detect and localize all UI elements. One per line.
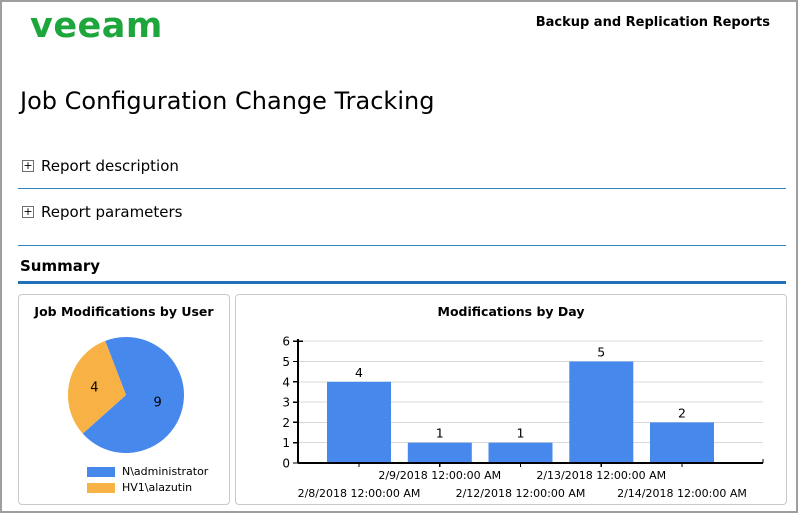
bar-chart-panel: Modifications by Day 0 1 2 3 4 5 6 4 2/8/2018 12… — [235, 294, 787, 505]
pie-slice — [67, 340, 126, 434]
expand-plus-icon[interactable]: + — [22, 159, 34, 172]
bar-chart: 0 1 2 3 4 5 6 4 2/8/2018 12:00:00 AM 1 2/9/2018 12… — [282, 335, 764, 500]
veeam-logo: veeam — [30, 6, 163, 46]
pie-chart-title: Job Modifications by User — [34, 304, 214, 319]
pie-legend: N\administrator HV1\alazutin — [87, 466, 208, 494]
section-label: Report parameters — [41, 203, 183, 221]
section-report-description[interactable]: + Report description — [22, 157, 179, 175]
legend-item: N\administrator — [87, 466, 208, 478]
section-report-parameters[interactable]: + Report parameters — [22, 203, 183, 221]
bar-value-label: 5 — [597, 345, 605, 360]
pie-value-label: 4 — [90, 380, 98, 395]
bar — [569, 361, 634, 463]
section-label: Report description — [41, 157, 179, 175]
y-tick-label: 5 — [282, 355, 290, 369]
y-tick-label: 3 — [282, 396, 290, 410]
pie-chart: 94 — [67, 336, 184, 453]
legend-item: HV1\alazutin — [87, 482, 208, 494]
x-tick-label: 2/14/2018 12:00:00 AM — [617, 487, 747, 500]
y-tick-label: 1 — [282, 436, 290, 450]
x-tick-label: 2/13/2018 12:00:00 AM — [536, 469, 666, 482]
y-tick-label: 4 — [282, 375, 290, 389]
y-tick-label: 6 — [282, 335, 290, 349]
bar-value-label: 4 — [355, 365, 363, 380]
bar — [327, 381, 391, 463]
section-divider — [18, 188, 786, 189]
legend-label: N\administrator — [122, 465, 209, 478]
x-tick-label: 2/9/2018 12:00:00 AM — [378, 469, 501, 482]
pie-value-label: 9 — [153, 396, 161, 411]
x-tick-label: 2/12/2018 12:00:00 AM — [456, 487, 586, 500]
bar-value-label: 1 — [436, 426, 444, 441]
y-tick-label: 0 — [282, 457, 290, 471]
expand-plus-icon[interactable]: + — [22, 205, 34, 218]
bar-chart-title: Modifications by Day — [437, 304, 585, 319]
y-tick-label: 2 — [282, 416, 290, 430]
bar — [488, 442, 553, 463]
page-title: Job Configuration Change Tracking — [20, 87, 435, 115]
bar — [650, 422, 714, 463]
legend-label: HV1\alazutin — [122, 481, 193, 494]
summary-rule — [18, 281, 786, 284]
section-divider — [18, 245, 786, 246]
bar-value-label: 1 — [517, 426, 525, 441]
bar — [407, 442, 472, 463]
report-suite-title: Backup and Replication Reports — [535, 15, 770, 30]
legend-swatch — [87, 467, 115, 477]
pie-slice — [82, 336, 184, 453]
x-tick-label: 2/8/2018 12:00:00 AM — [298, 487, 421, 500]
legend-swatch — [87, 483, 115, 493]
bar-value-label: 2 — [678, 405, 686, 420]
summary-heading: Summary — [20, 257, 101, 275]
